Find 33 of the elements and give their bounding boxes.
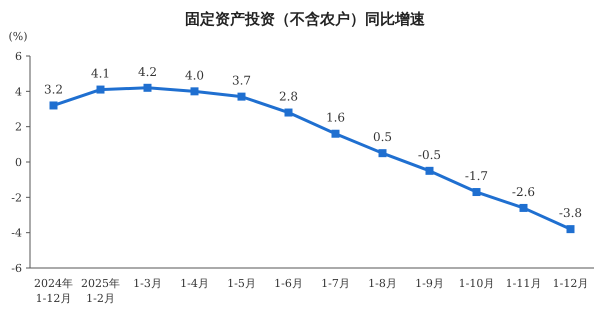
xtick: 1-11月 [506,277,542,290]
title: 固定资产投资（不含农户）同比增速 [185,10,425,28]
ytick: 4 [15,85,22,98]
xtick: 1-10月 [458,277,494,290]
ytick: -4 [11,226,22,240]
label: 4.1 [90,66,110,81]
label: 4.0 [184,68,204,82]
ytick: 6 [15,50,22,63]
label: 0.5 [372,130,392,144]
label: 1.6 [326,110,346,125]
xtick: 2024年 1-12月 [34,277,73,305]
xtick: 2025年 1-2月 [81,277,120,305]
xtick: 1-4月 [180,277,209,290]
ytick: -6 [11,262,22,275]
label: 4.2 [138,64,158,79]
ytick: 2 [15,120,22,134]
label: -3.8 [558,206,582,220]
ytick: -2 [11,191,22,204]
xtick: 1-7月 [321,277,350,290]
label: -0.5 [418,148,442,162]
label: 3.7 [232,74,252,88]
xtick: 1-12月 [552,277,588,290]
ytick: 0 [15,156,22,169]
ylabel: (%) [8,30,28,43]
label: -2.6 [512,184,536,199]
xtick: 1-3月 [133,277,162,290]
xtick: 1-9月 [415,277,444,290]
xtick: 1-8月 [368,277,397,290]
label: 2.8 [278,90,298,104]
xtick: 1-6月 [274,277,303,290]
label: -1.7 [464,169,488,184]
xtick: 1-5月 [227,277,256,290]
label: 3.2 [44,82,64,96]
